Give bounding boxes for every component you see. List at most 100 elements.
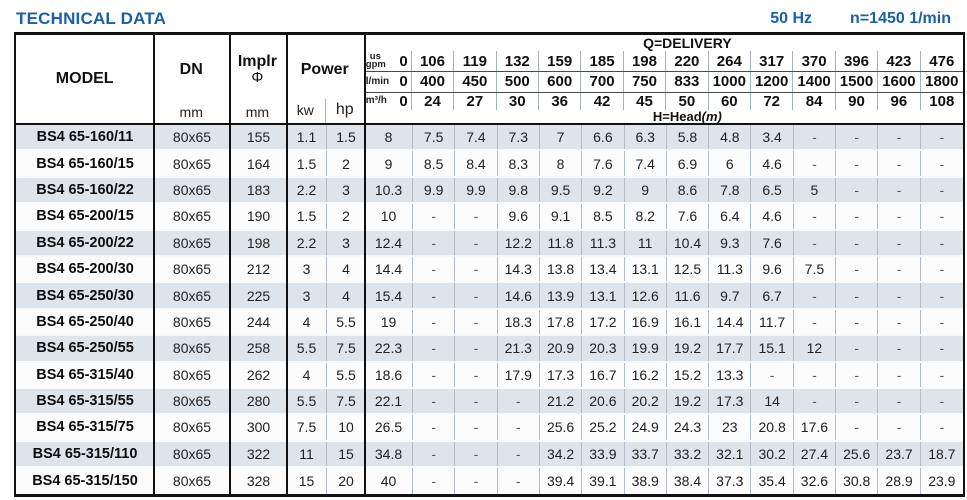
delivery-unit-label-cell: l/min 0 xyxy=(364,72,412,92)
head-value-cell: 11 xyxy=(625,230,667,255)
head-value-cell: - xyxy=(794,151,837,176)
head-value-cell: - xyxy=(455,415,498,440)
delivery-value-cell: 27 xyxy=(454,92,497,110)
column-divider xyxy=(286,35,288,495)
head-value-cell: - xyxy=(939,313,945,330)
kw-cell: 11 xyxy=(287,441,327,467)
head-value-cell: 38.4 xyxy=(667,468,710,495)
kw-cell: 5.5 xyxy=(287,336,327,361)
head-value-cell: 3.4 xyxy=(751,125,794,150)
head-value-cell: 21.2 xyxy=(540,388,583,414)
dn-cell: 80x65 xyxy=(172,181,212,198)
head-value-cell: 37.3 xyxy=(709,468,752,495)
head-value-cell: 35.4 xyxy=(751,468,794,495)
head-value-cell: 30.8 xyxy=(836,468,879,495)
hp-cell: 7.5 xyxy=(336,340,356,357)
head-value-cell: - xyxy=(413,204,456,229)
head-value-cell: - xyxy=(836,388,879,414)
head-value-cell: 13.1 xyxy=(625,256,667,282)
hp-cell: 2 xyxy=(342,155,350,172)
column-header-implr: Implr Φ mm xyxy=(237,53,277,120)
delivery-value-cell: 750 xyxy=(624,72,667,92)
head-value-cell: 11.8 xyxy=(540,230,583,255)
delivery-value-cell: 450 xyxy=(454,72,497,92)
head-value-cell: - xyxy=(878,415,921,440)
head-value-cell: - xyxy=(498,441,540,467)
model-cell: BS4 65-315/75 xyxy=(36,419,134,436)
head-value-cell: 7.6 xyxy=(667,204,710,229)
kw-cell: 1.5 xyxy=(287,204,327,229)
model-cell: BS4 65-200/22 xyxy=(36,234,134,251)
model-cell: BS4 65-250/40 xyxy=(36,313,134,330)
delivery-value-cell: 96 xyxy=(878,92,921,110)
head-section-title: H=Head (m) xyxy=(652,108,722,124)
head-value-cell: 7.8 xyxy=(709,177,752,203)
head-value-cell: - xyxy=(878,125,921,150)
hp-cell: 10 xyxy=(338,419,354,436)
head-value-cell: - xyxy=(836,309,879,335)
head-value-cell: 18.3 xyxy=(498,309,540,335)
head-value-cell: - xyxy=(413,283,456,308)
delivery-value-cell: 220 xyxy=(666,51,709,72)
delivery-value-cell: 833 xyxy=(666,72,709,92)
head-value-cell: 21.3 xyxy=(498,336,540,361)
delivery-value-cell: 400 xyxy=(412,72,455,92)
delivery-row-usgpm: us gpm 0 106 119 132 159 185 198 220 264 317 370 396 4… xyxy=(363,51,963,73)
head-value-cell: - xyxy=(794,362,837,387)
head-value-cell: 11.3 xyxy=(582,230,625,255)
delivery-value-cell: 423 xyxy=(878,51,921,72)
column-divider xyxy=(153,35,155,495)
head-value-cell: 6.7 xyxy=(751,283,794,308)
implr-cell: 183 xyxy=(246,181,271,198)
hp-cell: 20 xyxy=(338,473,354,490)
head-value-cell: 17.3 xyxy=(709,388,752,414)
implr-cell: 212 xyxy=(246,261,271,278)
table-row: BS4 65-160/15 80x65 164 1.5 2 9 8.5 8.4 8.3 8 7.6 7… xyxy=(16,151,963,178)
head-value-cell: - xyxy=(878,283,921,308)
head-value-cell: - xyxy=(878,177,921,203)
delivery-value-cell: 45 xyxy=(624,92,667,110)
delivery-value-cell: 1500 xyxy=(836,72,879,92)
head-value-cell: 14.4 xyxy=(365,256,413,282)
delivery-value-cell: 700 xyxy=(581,72,624,92)
kw-cell: 5.5 xyxy=(287,388,327,414)
head-value-cell: - xyxy=(498,468,540,495)
head-value-cell: 18.6 xyxy=(365,362,413,387)
delivery-value-cell: 1600 xyxy=(878,72,921,92)
head-value-cell: - xyxy=(878,336,921,361)
model-cell: BS4 65-315/110 xyxy=(32,445,138,462)
head-value-cell: 14.3 xyxy=(498,256,540,282)
head-value-cell: - xyxy=(878,204,921,229)
delivery-value-cell: 159 xyxy=(539,51,582,72)
head-value-cell: 6.4 xyxy=(709,204,752,229)
delivery-value-cell: 396 xyxy=(836,51,879,72)
delivery-unit-label-cell: m³/h 0 xyxy=(364,92,412,110)
head-value-cell: - xyxy=(498,415,540,440)
implr-cell: 300 xyxy=(246,419,271,436)
head-value-cell: 6.5 xyxy=(751,177,794,203)
operating-conditions: 50 Hz n=1450 1/min xyxy=(770,10,953,28)
kw-cell: 3 xyxy=(287,256,327,282)
head-value-cell: 12.6 xyxy=(625,283,667,308)
head-value-cell: 13.4 xyxy=(582,256,625,282)
head-value-cell: 7.4 xyxy=(625,151,667,176)
head-value-cell: 7.6 xyxy=(751,230,794,255)
delivery-value-cell: 198 xyxy=(624,51,667,72)
head-value-cell: 9 xyxy=(625,177,667,203)
head-value-cell: 23 xyxy=(709,415,752,440)
head-value-cell: 6 xyxy=(709,151,752,176)
head-value-cell: 11.3 xyxy=(709,256,752,282)
head-value-cell: - xyxy=(939,393,945,410)
hp-cell: 15 xyxy=(338,445,354,462)
head-value-cell: 12.4 xyxy=(365,230,413,255)
delivery-value-cell: 370 xyxy=(793,51,836,72)
head-value-cell: 9.8 xyxy=(498,177,540,203)
head-value-cell: 34.2 xyxy=(540,441,583,467)
head-value-cell: 11.7 xyxy=(751,309,794,335)
implr-cell: 190 xyxy=(246,208,271,225)
head-value-cell: 20.8 xyxy=(751,415,794,440)
head-value-cell: - xyxy=(413,388,456,414)
hp-cell: 3 xyxy=(342,181,350,198)
implr-cell: 225 xyxy=(246,287,271,304)
head-value-cell: - xyxy=(939,261,945,278)
